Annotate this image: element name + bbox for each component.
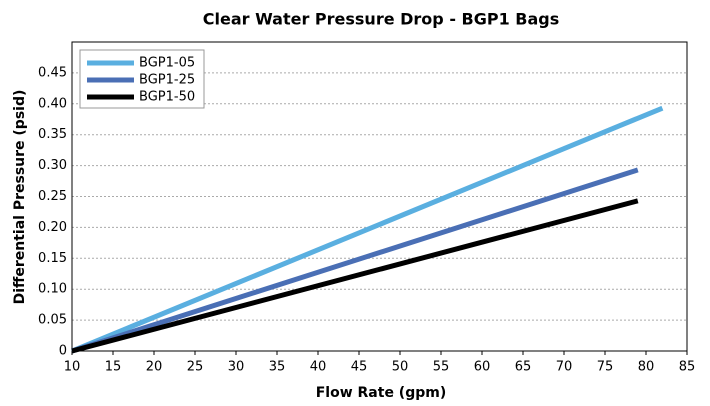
x-tick-label: 10 [64,360,81,375]
x-tick-label: 80 [638,360,655,375]
legend-label: BGP1-05 [139,56,195,71]
x-tick-label: 50 [392,360,409,375]
y-tick-label: 0 [59,344,67,359]
y-tick-label: 0.10 [38,282,67,297]
x-tick-label: 15 [105,360,122,375]
y-tick-label: 0.45 [38,65,67,80]
y-tick-label: 0.40 [38,96,67,111]
x-tick-label: 85 [679,360,696,375]
series-line [71,198,639,354]
x-tick-label: 40 [310,360,327,375]
legend-label: BGP1-50 [139,90,195,105]
y-tick-label: 0.20 [38,220,67,235]
x-tick-label: 75 [597,360,614,375]
series-line [71,105,664,354]
y-tick-label: 0.15 [38,251,67,266]
x-tick-label: 55 [433,360,450,375]
series-line [71,167,639,354]
x-axis-label: Flow Rate (gpm) [316,385,447,401]
y-tick-label: 0.30 [38,158,67,173]
chart-title: Clear Water Pressure Drop - BGP1 Bags [203,10,560,29]
x-tick-label: 70 [556,360,573,375]
x-tick-label: 65 [515,360,532,375]
plot-frame [71,41,688,352]
x-tick-label: 25 [187,360,204,375]
y-tick-label: 0.35 [38,127,67,142]
y-axis-label: Differential Pressure (psid) [12,90,28,305]
x-tick-label: 60 [474,360,491,375]
legend-label: BGP1-25 [139,73,195,88]
x-tick-label: 20 [146,360,163,375]
x-tick-label: 30 [228,360,245,375]
x-tick-label: 45 [351,360,368,375]
y-tick-label: 0.25 [38,189,67,204]
y-tick-label: 0.05 [38,313,67,328]
x-tick-label: 35 [269,360,286,375]
